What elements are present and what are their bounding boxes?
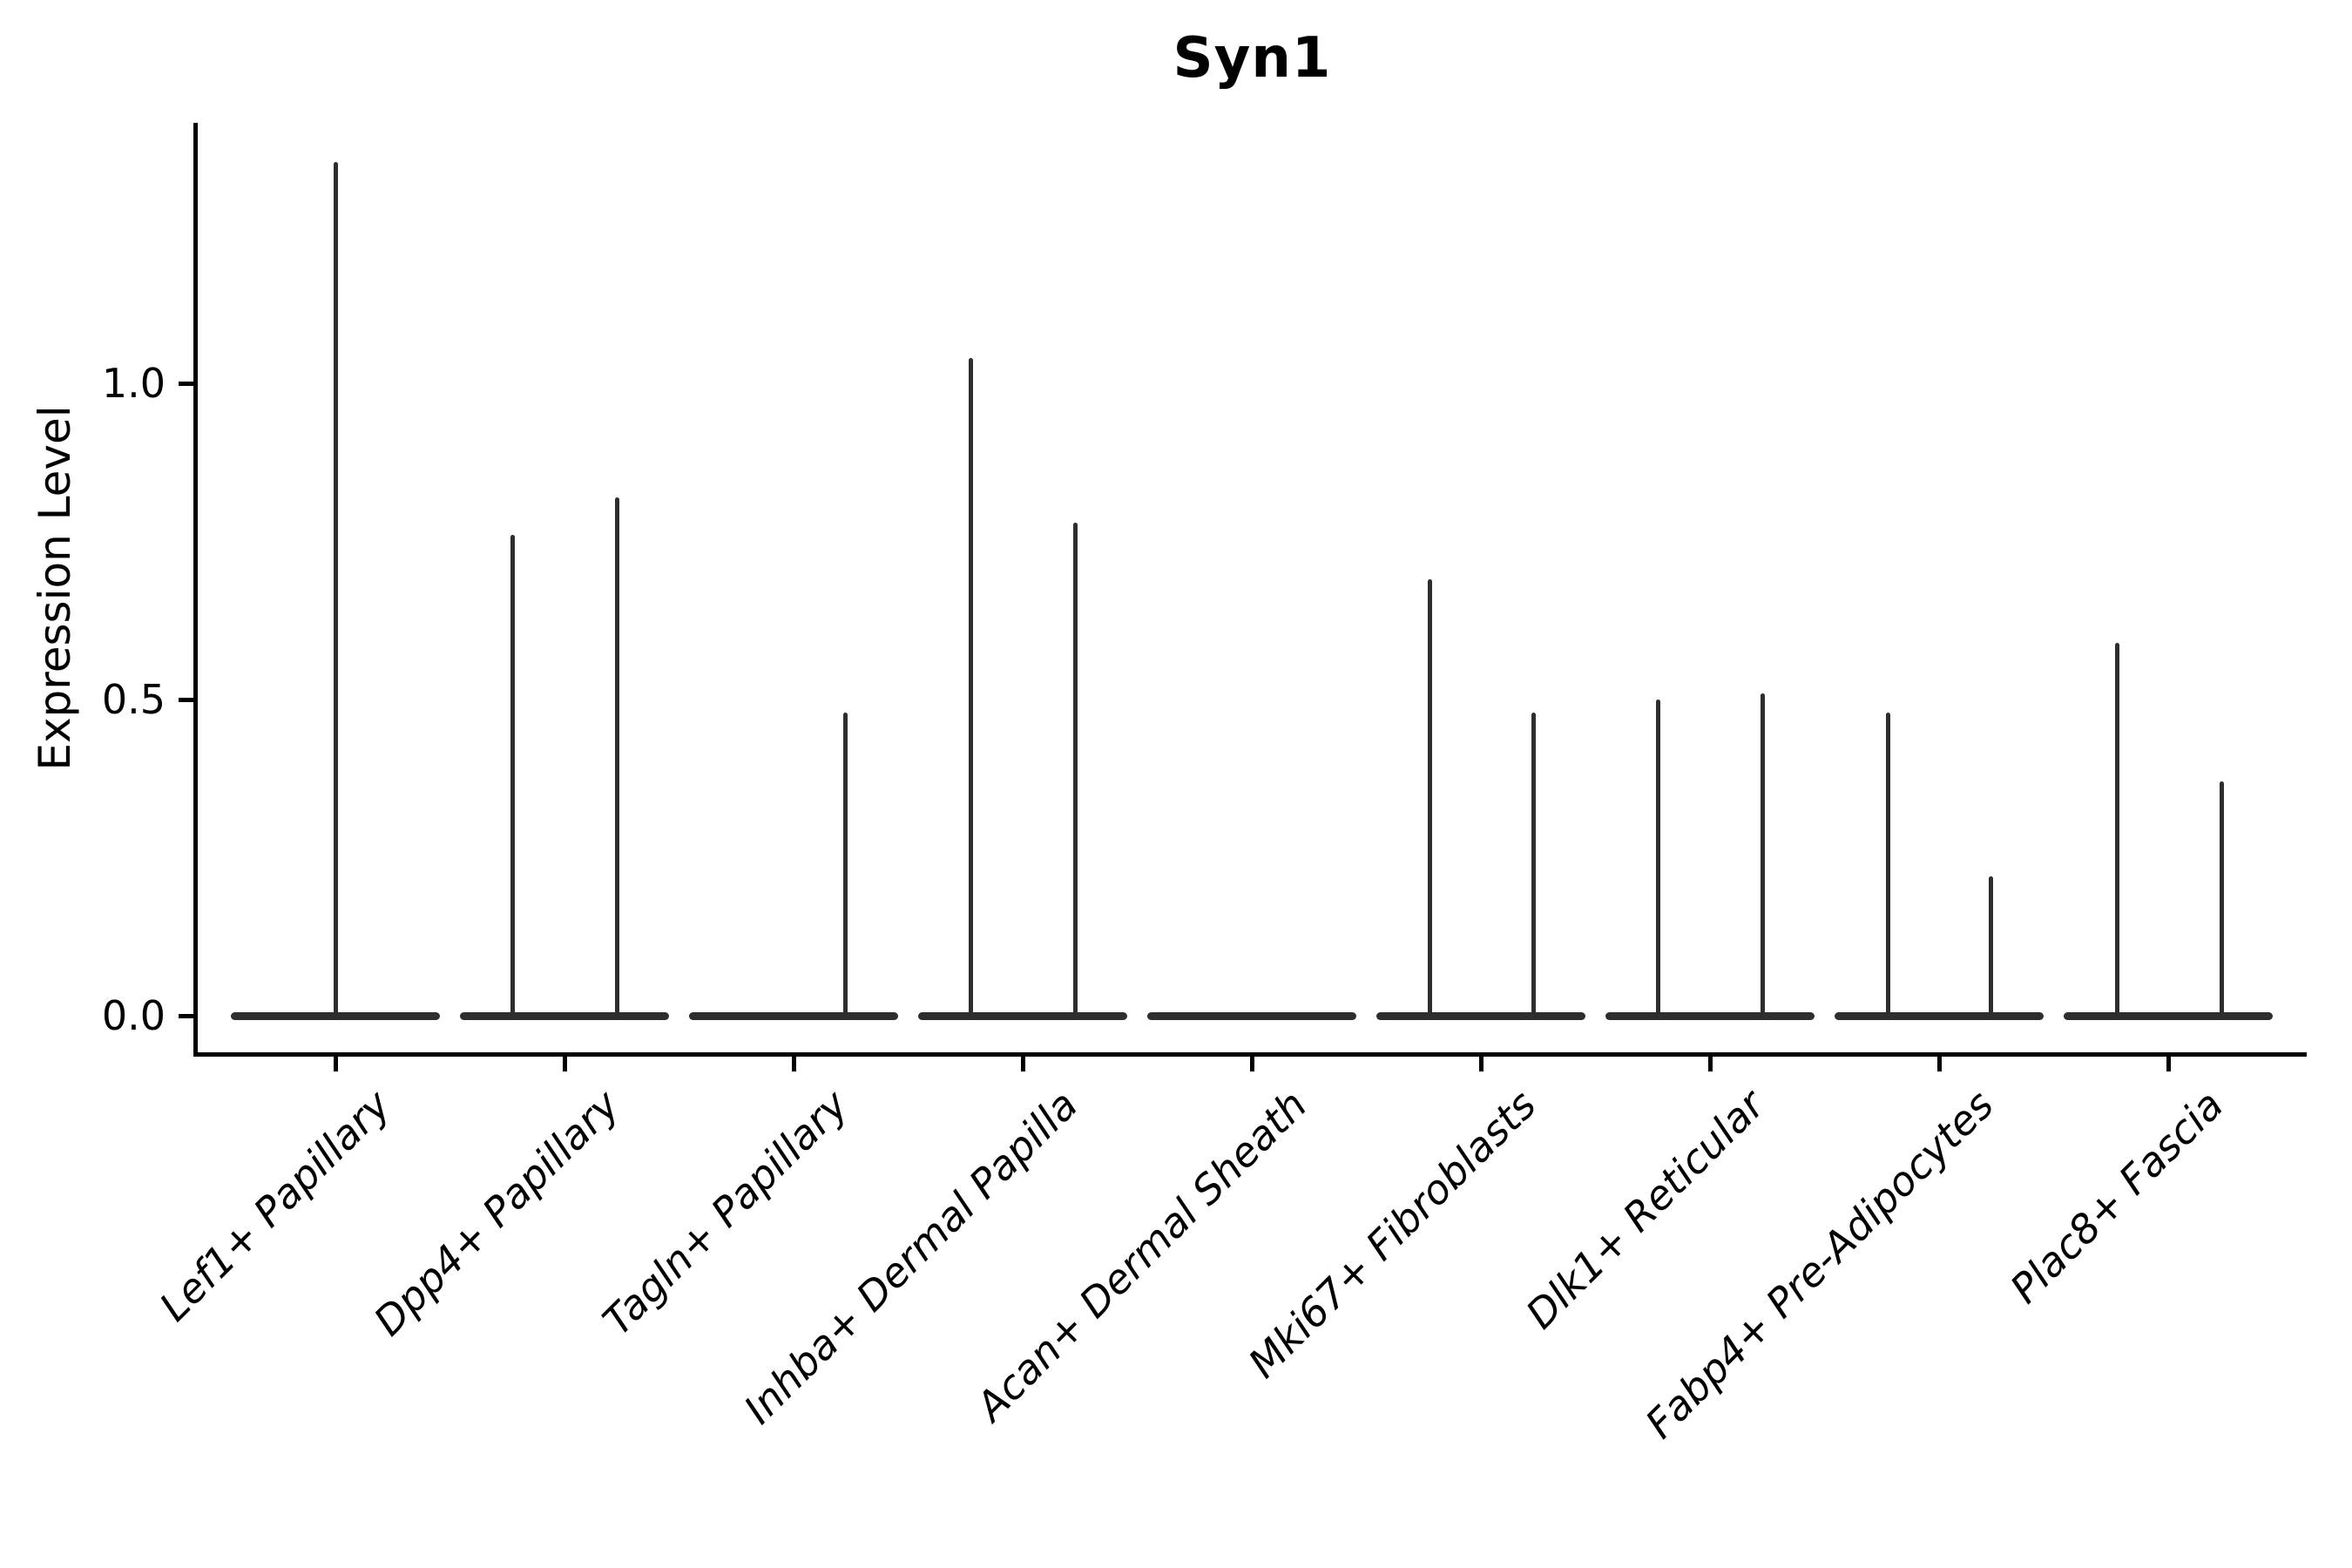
x-tick-label: Tagln+ Papillary (593, 1081, 858, 1345)
violin-baseline (1605, 1011, 1815, 1020)
violin-baseline (2064, 1011, 2273, 1020)
violin-spike (2114, 642, 2119, 1020)
y-tick (179, 382, 193, 386)
x-tick (2166, 1057, 2171, 1071)
violin-spike (1988, 876, 1993, 1020)
violin-baseline (689, 1011, 898, 1020)
violin-spike (842, 712, 848, 1020)
violin-spike (614, 497, 619, 1020)
x-tick (1479, 1057, 1484, 1071)
y-tick-label: 1.0 (101, 360, 166, 407)
y-tick (179, 1014, 193, 1018)
violin-baseline (1835, 1011, 2044, 1020)
x-tick-label: Dpp4+ Papillary (364, 1081, 629, 1345)
chart-title: Syn1 (1173, 26, 1332, 91)
violin-spike (1072, 522, 1078, 1020)
violin-spike (1885, 712, 1890, 1020)
x-axis-spine (193, 1052, 2307, 1057)
violin-baseline (918, 1011, 1127, 1020)
y-tick (179, 698, 193, 702)
violin-spike (2219, 781, 2224, 1020)
x-tick (1708, 1057, 1713, 1071)
x-tick-label: Plac8+ Fascia (2000, 1081, 2233, 1313)
violin-spike (1531, 712, 1536, 1020)
x-tick-label: Lef1+ Papillary (150, 1081, 400, 1330)
violin-spike (1427, 579, 1432, 1020)
x-tick (1250, 1057, 1254, 1071)
violin-spike (510, 535, 515, 1020)
x-tick (792, 1057, 796, 1071)
violin-spike (1655, 700, 1660, 1020)
violin-baseline (1147, 1011, 1356, 1020)
violin-spike (1760, 693, 1765, 1020)
x-tick (334, 1057, 338, 1071)
x-tick-label: Dlk1+ Reticular (1517, 1081, 1774, 1338)
y-tick-label: 0.0 (101, 992, 166, 1039)
violin-spike (968, 357, 973, 1020)
violin-baseline (460, 1011, 669, 1020)
x-tick (563, 1057, 567, 1071)
violin-spike (333, 161, 338, 1020)
x-tick (1021, 1057, 1025, 1071)
y-tick-label: 0.5 (101, 676, 166, 723)
x-tick (1937, 1057, 1942, 1071)
violin-baseline (1376, 1011, 1585, 1020)
y-axis-spine (193, 123, 198, 1057)
